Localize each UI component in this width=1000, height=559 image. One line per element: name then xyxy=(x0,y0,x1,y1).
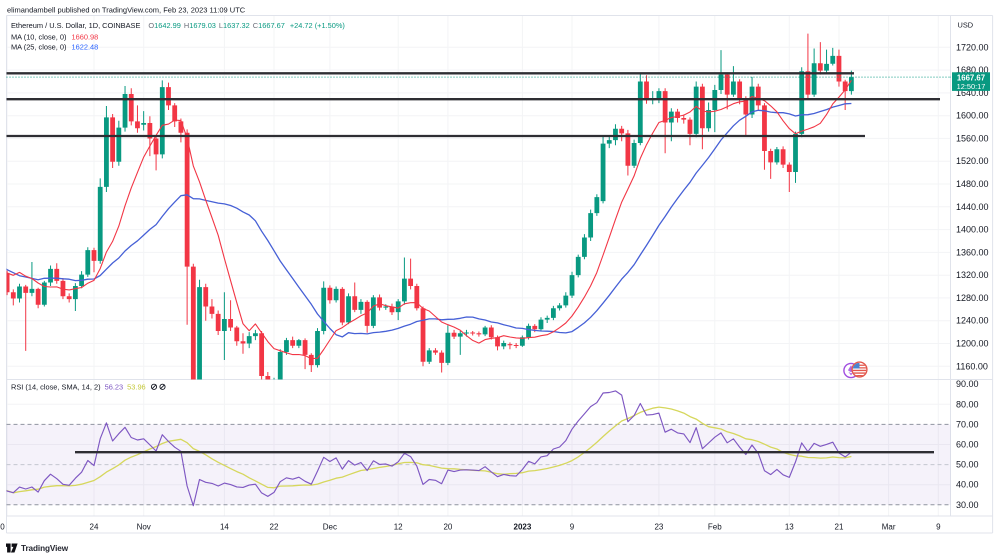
svg-text:MA (25, close, 0) 1622.48: MA (25, close, 0) 1622.48 xyxy=(11,43,98,52)
svg-text:Nov: Nov xyxy=(137,523,151,532)
svg-text:70.00: 70.00 xyxy=(956,419,979,429)
svg-text:1680.00: 1680.00 xyxy=(956,65,989,75)
svg-text:Mar: Mar xyxy=(882,523,896,532)
svg-text:40.00: 40.00 xyxy=(956,480,979,490)
svg-text:24: 24 xyxy=(90,523,99,532)
svg-text:1440.00: 1440.00 xyxy=(956,202,989,212)
svg-text:Feb: Feb xyxy=(708,523,722,532)
svg-text:Ethereum / U.S. Dollar, 1D, CO: Ethereum / U.S. Dollar, 1D, COINBASE O164… xyxy=(11,21,345,30)
svg-text:9: 9 xyxy=(570,523,575,532)
svg-text:1520.00: 1520.00 xyxy=(956,156,989,166)
svg-text:13: 13 xyxy=(785,523,794,532)
svg-text:elimandambell published on Tra: elimandambell published on TradingView.c… xyxy=(7,6,246,15)
svg-text:1640.00: 1640.00 xyxy=(956,88,989,98)
svg-text:RSI (14, close, SMA, 14, 2) 56: RSI (14, close, SMA, 14, 2) 56.23 53.96 xyxy=(11,383,146,392)
svg-text:90.00: 90.00 xyxy=(956,379,979,389)
svg-text:1200.00: 1200.00 xyxy=(956,339,989,349)
svg-text:14: 14 xyxy=(220,523,229,532)
svg-text:20: 20 xyxy=(443,523,452,532)
svg-text:30.00: 30.00 xyxy=(956,500,979,510)
svg-text:60.00: 60.00 xyxy=(956,440,979,450)
svg-text:1560.00: 1560.00 xyxy=(956,133,989,143)
svg-text:0: 0 xyxy=(0,523,5,532)
svg-text:50.00: 50.00 xyxy=(956,460,979,470)
svg-text:Dec: Dec xyxy=(323,523,337,532)
svg-text:9: 9 xyxy=(936,523,941,532)
svg-text:80.00: 80.00 xyxy=(956,399,979,409)
svg-text:21: 21 xyxy=(835,523,844,532)
svg-text:1360.00: 1360.00 xyxy=(956,247,989,257)
svg-text:23: 23 xyxy=(654,523,663,532)
svg-text:1240.00: 1240.00 xyxy=(956,316,989,326)
svg-text:1720.00: 1720.00 xyxy=(956,42,989,52)
svg-text:22: 22 xyxy=(270,523,279,532)
svg-text:1160.00: 1160.00 xyxy=(956,361,988,371)
svg-text:1400.00: 1400.00 xyxy=(956,225,989,235)
svg-text:USD: USD xyxy=(958,21,974,30)
svg-text:2023: 2023 xyxy=(514,523,532,532)
svg-text:1480.00: 1480.00 xyxy=(956,179,989,189)
svg-text:1320.00: 1320.00 xyxy=(956,270,989,280)
svg-text:1280.00: 1280.00 xyxy=(956,293,989,303)
svg-text:12: 12 xyxy=(394,523,403,532)
svg-text:1600.00: 1600.00 xyxy=(956,111,989,121)
svg-text:1667.67: 1667.67 xyxy=(957,74,985,83)
svg-text:TradingView: TradingView xyxy=(21,544,69,553)
svg-text:MA (10, close, 0) 1660.98: MA (10, close, 0) 1660.98 xyxy=(11,33,98,42)
svg-text:12:50:17: 12:50:17 xyxy=(957,82,986,91)
